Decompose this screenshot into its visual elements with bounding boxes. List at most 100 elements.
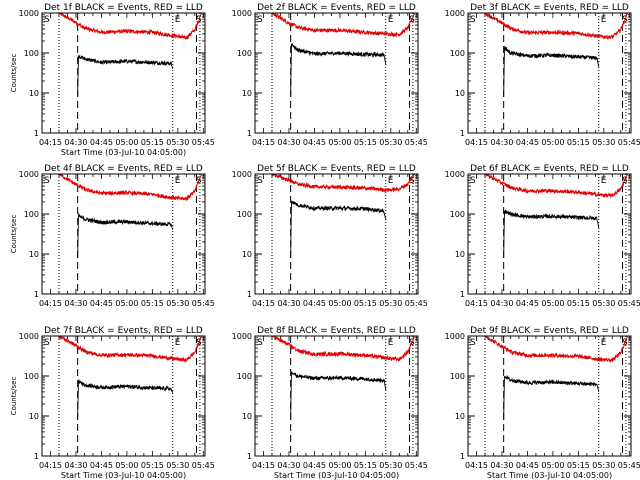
x-tick-label: 05:30 (379, 299, 402, 308)
panel-det-9: Det 9f BLACK = Events, RED = LLD 1 10 100 10… (445, 326, 640, 480)
corner-label-left: S (257, 338, 263, 348)
y-tick-label: 100 (24, 49, 39, 58)
plot-frame (467, 12, 632, 134)
y-tick-label: 1000 (232, 170, 252, 179)
y-tick-label: 10 (242, 89, 252, 98)
x-tick-label: 04:45 (90, 138, 113, 147)
y-tick-label: 100 (450, 49, 465, 58)
y-tick-label: 10 (455, 250, 465, 259)
y-tick-label: 1000 (445, 9, 465, 18)
panel-title: Det 5f BLACK = Events, RED = LLD (257, 164, 416, 174)
y-tick-label: 100 (450, 372, 465, 381)
y-tick-label: 1 (247, 290, 252, 299)
x-tick-label: 05:00 (115, 461, 138, 470)
lld-series-line (271, 336, 416, 362)
x-tick-label: 04:45 (90, 299, 113, 308)
panel-title: Det 1f BLACK = Events, RED = LLD (44, 3, 203, 13)
x-tick-label: 04:30 (277, 299, 300, 308)
x-tick-label: 05:45 (405, 299, 428, 308)
x-tick-label: 05:15 (567, 461, 590, 470)
events-series-line (77, 212, 174, 258)
x-tick-label: 05:15 (354, 461, 377, 470)
corner-label-left: S (44, 338, 50, 348)
y-tick-label: 100 (237, 210, 252, 219)
x-tick-label: 04:45 (516, 461, 539, 470)
x-tick-label: 05:15 (141, 461, 164, 470)
y-tick-label: 10 (242, 412, 252, 421)
lld-series-line (58, 336, 203, 363)
y-axis-label: Counts/sec (10, 377, 18, 416)
panel-title: Det 8f BLACK = Events, RED = LLD (257, 326, 416, 336)
x-tick-label: 04:15 (465, 299, 488, 308)
corner-label-left: S (257, 176, 263, 186)
corner-label-mid: E (175, 176, 181, 186)
corner-label-mid: E (175, 338, 181, 348)
y-tick-label: 1000 (232, 332, 252, 341)
x-tick-label: 05:45 (405, 461, 428, 470)
x-tick-label: 05:15 (141, 138, 164, 147)
lld-series-line (58, 13, 203, 41)
y-tick-label: 1000 (19, 332, 39, 341)
x-axis-label: Start Time (03-Jul-10 04:05:00) (487, 471, 612, 480)
x-tick-label: 04:30 (277, 138, 300, 147)
corner-label-left: S (44, 15, 50, 25)
x-tick-label: 05:00 (328, 299, 351, 308)
lld-series-line (58, 174, 203, 202)
events-series-line (77, 54, 174, 97)
plot-frame (467, 335, 632, 457)
x-tick-label: 05:00 (115, 299, 138, 308)
y-tick-label: 10 (29, 89, 39, 98)
y-tick-label: 1000 (19, 9, 39, 18)
x-axis-label: Start Time (03-Jul-10 04:05:00) (61, 471, 186, 480)
x-tick-label: 05:30 (592, 461, 615, 470)
plot-frame (254, 335, 419, 457)
x-tick-label: 05:00 (541, 138, 564, 147)
panel-title: Det 7f BLACK = Events, RED = LLD (44, 326, 203, 336)
x-tick-label: 04:15 (465, 138, 488, 147)
panel-det-5: Det 5f BLACK = Events, RED = LLD 1 10 100 10… (232, 164, 428, 308)
lld-series-line (271, 13, 416, 38)
plot-frame (254, 173, 419, 295)
events-series-line (290, 42, 387, 97)
corner-label-mid: E (601, 176, 607, 186)
x-tick-label: 04:45 (516, 299, 539, 308)
y-tick-label: 1000 (19, 170, 39, 179)
x-tick-label: 04:30 (490, 299, 513, 308)
x-tick-label: 05:45 (618, 299, 640, 308)
panel-det-2: Det 2f BLACK = Events, RED = LLD 1 10 100 10… (232, 3, 428, 147)
y-tick-label: 10 (242, 250, 252, 259)
panel-det-1: Det 1f BLACK = Events, RED = LLD 1 10 100 10… (10, 3, 215, 157)
x-tick-label: 05:30 (379, 138, 402, 147)
y-tick-label: 1 (460, 290, 465, 299)
x-axis-label: Start Time (03-Jul-10 04:05:00) (274, 471, 399, 480)
x-tick-label: 04:15 (39, 461, 62, 470)
corner-label-left: S (470, 176, 476, 186)
x-tick-label: 05:15 (141, 299, 164, 308)
x-tick-label: 05:15 (567, 138, 590, 147)
x-tick-label: 04:15 (252, 461, 275, 470)
events-series-line (290, 371, 387, 420)
x-tick-label: 05:45 (192, 461, 215, 470)
x-tick-label: 05:30 (592, 138, 615, 147)
panel-title: Det 6f BLACK = Events, RED = LLD (470, 164, 629, 174)
y-tick-label: 10 (455, 412, 465, 421)
y-tick-label: 100 (237, 372, 252, 381)
x-tick-label: 04:45 (90, 461, 113, 470)
corner-label-right: S (409, 176, 415, 186)
corner-label-mid: E (601, 15, 607, 25)
lld-series-line (484, 13, 629, 40)
x-axis-label: Start Time (03-Jul-10 04:05:00) (61, 148, 186, 157)
x-tick-label: 05:30 (379, 461, 402, 470)
y-tick-label: 10 (455, 89, 465, 98)
x-tick-label: 04:30 (277, 461, 300, 470)
x-tick-label: 05:45 (192, 138, 215, 147)
x-tick-label: 05:45 (405, 138, 428, 147)
panel-det-4: Det 4f BLACK = Events, RED = LLD 1 10 100 10… (10, 164, 215, 308)
x-tick-label: 05:45 (192, 299, 215, 308)
y-tick-label: 100 (450, 210, 465, 219)
x-tick-label: 05:15 (354, 138, 377, 147)
x-tick-label: 04:30 (490, 138, 513, 147)
x-tick-label: 05:30 (592, 299, 615, 308)
x-tick-label: 05:45 (618, 461, 640, 470)
